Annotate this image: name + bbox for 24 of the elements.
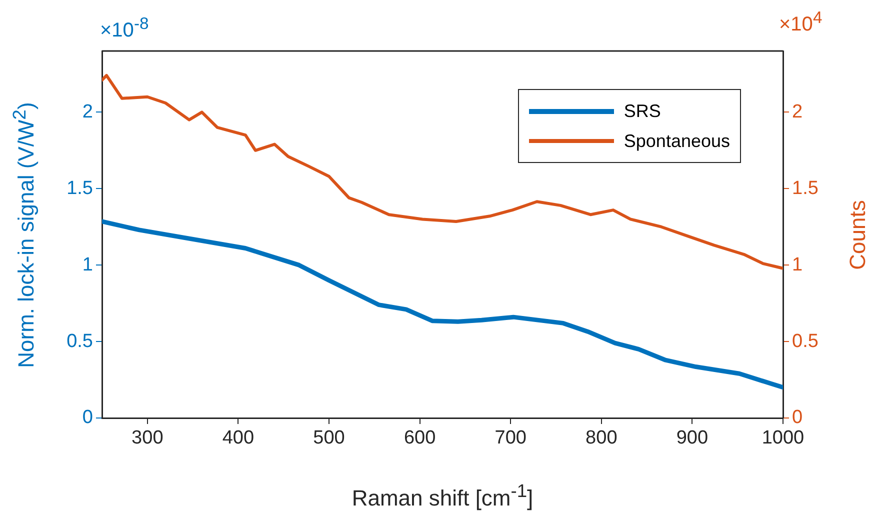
x-tick-label: 400: [222, 428, 254, 449]
legend-label: Spontaneous: [624, 130, 730, 152]
y-tick-label: 2: [82, 101, 93, 122]
x-tick-label: 1000: [762, 428, 804, 449]
y2-tick-label: 0: [792, 407, 803, 428]
y2-tick-label: 0.5: [792, 330, 818, 352]
legend-label: SRS: [624, 100, 661, 122]
x-tick-label: 500: [313, 428, 345, 449]
x-tick-label: 800: [586, 428, 618, 449]
x-tick-label: 300: [132, 428, 164, 449]
y2-tick-label: 1: [792, 254, 803, 276]
y-tick-label: 1: [82, 254, 93, 276]
text: ×10$^{-8}$: [100, 14, 149, 43]
x-tick-label: 600: [404, 428, 436, 449]
y2-tick-label: 1.5: [792, 178, 818, 199]
x-tick-label: 700: [494, 428, 526, 449]
text: ×10$^{4}$: [779, 8, 822, 37]
y-tick-label: 0.5: [66, 330, 93, 352]
x-tick-label: 900: [676, 428, 708, 449]
y2-tick-label: 2: [792, 101, 803, 122]
y-tick-label: 0: [82, 407, 93, 428]
x-axis-title: Raman shift [cm$^{-1}$]: [352, 480, 534, 512]
y2-axis-title: Counts: [845, 200, 871, 270]
y-tick-label: 1.5: [66, 178, 93, 199]
